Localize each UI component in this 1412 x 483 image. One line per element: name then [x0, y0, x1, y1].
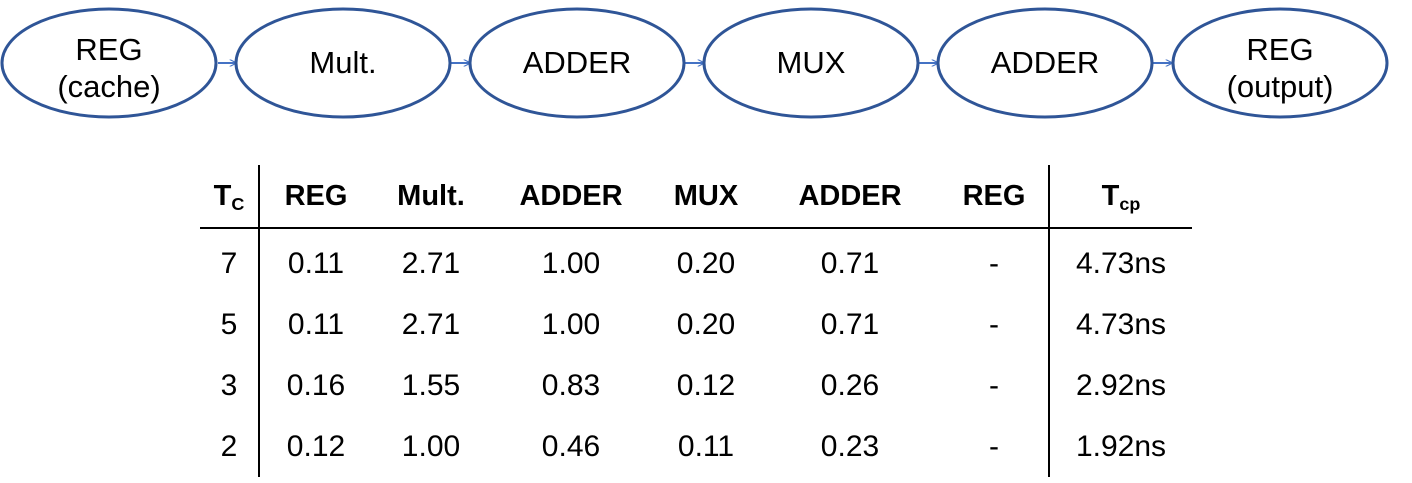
cell-value: 0.71 [820, 307, 880, 341]
table-header-row: TC REG Mult. ADDER MUX ADDER REG Tcp [200, 165, 1192, 229]
cell-value: 0.11 [677, 429, 735, 463]
cell-value: 0.71 [820, 246, 880, 280]
header-col: MUX [652, 165, 760, 229]
header-tcp: Tcp [1049, 165, 1192, 229]
table-row: 2 0.12 1.00 0.46 0.11 0.23 - 1.92ns [200, 416, 1192, 477]
timing-table-container: TC REG Mult. ADDER MUX ADDER REG Tcp 7 0… [200, 165, 1192, 477]
cell-tc: 3 [200, 355, 260, 416]
cell-value: 0.11 [287, 246, 345, 280]
cell-value: 1.55 [401, 368, 461, 402]
table-row: 5 0.11 2.71 1.00 0.20 0.71 - 4.73ns [200, 294, 1192, 355]
cell-value: - [940, 294, 1050, 355]
cell-value: - [940, 416, 1050, 477]
header-col: ADDER [760, 165, 940, 229]
header-tc: TC [200, 165, 260, 229]
pipeline-node-mult: Mult. [234, 7, 452, 119]
cell-tc: 7 [200, 228, 260, 294]
timing-table: TC REG Mult. ADDER MUX ADDER REG Tcp 7 0… [200, 165, 1192, 477]
cell-value: 0.11 [287, 307, 345, 341]
node-label-line: Mult. [309, 45, 376, 80]
cell-tc: 2 [200, 416, 260, 477]
table-row: 7 0.11 2.71 1.00 0.20 0.71 - 4.73ns [200, 228, 1192, 294]
header-col: REG [940, 165, 1050, 229]
cell-tcp: 4.73ns [1075, 307, 1167, 341]
header-tc-sub: C [231, 193, 245, 214]
cell-value: 2.71 [401, 246, 461, 280]
cell-tcp: 1.92ns [1075, 429, 1167, 463]
node-label-line: REG [75, 32, 142, 67]
header-col: ADDER [490, 165, 652, 229]
cell-value: - [940, 228, 1050, 294]
cell-value: 0.83 [541, 368, 601, 402]
node-label-line: REG [1246, 32, 1313, 67]
cell-value: 0.20 [676, 246, 736, 280]
cell-value: - [940, 355, 1050, 416]
cell-value: 0.12 [286, 429, 346, 463]
header-tcp-sub: cp [1119, 193, 1141, 214]
pipeline-node-mux: MUX [702, 7, 920, 119]
cell-value: 0.23 [820, 429, 880, 463]
cell-value: 0.46 [541, 429, 601, 463]
cell-value: 0.16 [286, 368, 346, 402]
pipeline-node-reg-output: REG (output) [1171, 7, 1389, 119]
table-row: 3 0.16 1.55 0.83 0.12 0.26 - 2.92ns [200, 355, 1192, 416]
cell-value: 2.71 [401, 307, 461, 341]
node-label-line: ADDER [523, 45, 632, 80]
header-col: Mult. [372, 165, 490, 229]
header-col: REG [259, 165, 372, 229]
node-label-line: MUX [777, 45, 846, 80]
nodes-layer: REG (cache) Mult. ADDER MUX ADDER REG (o… [0, 7, 1389, 119]
cell-value: 0.12 [676, 368, 736, 402]
node-label-line: (output) [1227, 69, 1334, 104]
cell-tc: 5 [200, 294, 260, 355]
pipeline-diagram: REG (cache) Mult. ADDER MUX ADDER REG (o… [0, 7, 1389, 119]
node-label-line: ADDER [991, 45, 1100, 80]
pipeline-node-adder-2: ADDER [936, 7, 1154, 119]
pipeline-node-reg-cache: REG (cache) [0, 7, 218, 119]
node-label-line: (cache) [57, 69, 160, 104]
cell-tcp: 2.92ns [1075, 368, 1167, 402]
cell-value: 1.00 [541, 246, 601, 280]
cell-value: 1.00 [401, 429, 461, 463]
pipeline-node-adder-1: ADDER [468, 7, 686, 119]
cell-value: 0.26 [820, 368, 880, 402]
cell-tcp: 4.73ns [1075, 246, 1167, 280]
cell-value: 0.20 [676, 307, 736, 341]
header-tcp-main: T [1101, 179, 1120, 212]
header-tc-main: T [213, 179, 232, 212]
cell-value: 1.00 [541, 307, 601, 341]
